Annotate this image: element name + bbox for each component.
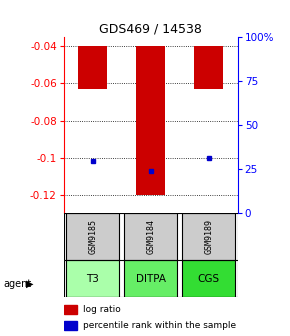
Bar xyxy=(64,305,77,314)
Bar xyxy=(64,321,77,330)
Text: log ratio: log ratio xyxy=(84,305,121,314)
Bar xyxy=(182,260,235,297)
Title: GDS469 / 14538: GDS469 / 14538 xyxy=(99,23,202,36)
Text: agent: agent xyxy=(3,279,31,289)
Text: T3: T3 xyxy=(86,274,99,284)
Text: GSM9184: GSM9184 xyxy=(146,219,155,254)
Bar xyxy=(124,213,177,260)
Text: GSM9185: GSM9185 xyxy=(88,219,97,254)
Text: GSM9189: GSM9189 xyxy=(204,219,213,254)
Text: ▶: ▶ xyxy=(26,279,34,289)
Bar xyxy=(136,46,165,195)
Bar xyxy=(194,46,223,89)
Bar xyxy=(66,213,119,260)
Bar xyxy=(66,260,119,297)
Text: percentile rank within the sample: percentile rank within the sample xyxy=(84,321,237,330)
Bar xyxy=(182,213,235,260)
Bar xyxy=(124,260,177,297)
Text: CGS: CGS xyxy=(198,274,220,284)
Bar xyxy=(78,46,107,89)
Text: DITPA: DITPA xyxy=(136,274,166,284)
